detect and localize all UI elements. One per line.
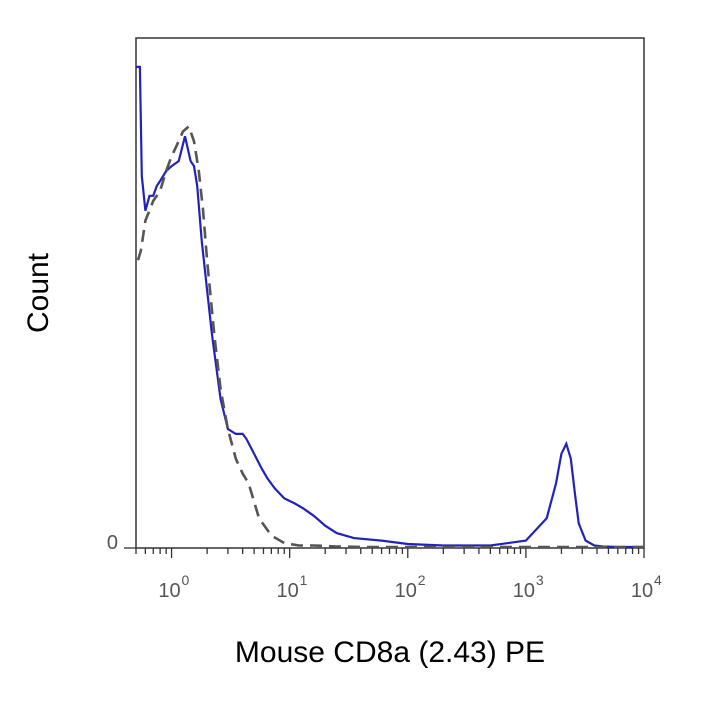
y-axis-label: Count [22,252,55,333]
x-tick-label-exponent: 0 [182,572,190,588]
x-tick-label-exponent: 2 [418,572,426,588]
series-line-control [136,124,644,549]
x-tick-label-exponent: 3 [536,572,544,588]
x-tick-label-base: 10 [631,580,653,602]
x-tick-label-exponent: 4 [654,572,662,588]
y-axis-ticks: 0 [107,532,136,554]
x-tick-label-base: 10 [158,580,180,602]
x-tick-label-base: 10 [277,580,299,602]
x-tick-label-base: 10 [513,580,535,602]
y-tick-label: 0 [107,532,118,554]
series-line-sample [136,65,644,549]
x-tick-label-exponent: 1 [300,572,308,588]
x-tick-label-base: 10 [395,580,417,602]
x-axis-tick-labels: 10 0 10 1 10 2 10 3 10 4 [158,572,662,602]
plot-frame [135,37,645,549]
x-axis-ticks [135,548,645,558]
x-axis-label: Mouse CD8a (2.43) PE [235,636,545,669]
